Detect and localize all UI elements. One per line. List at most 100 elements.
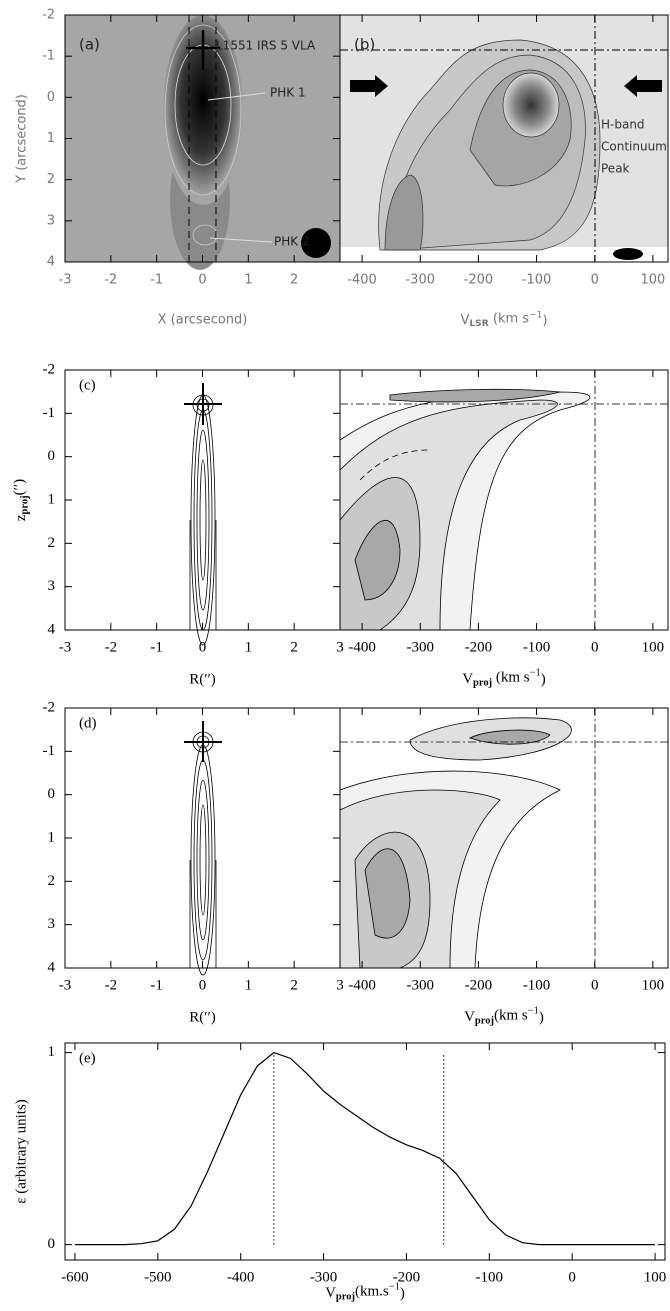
y-tick-label: -2 bbox=[43, 699, 56, 715]
x-tick-label: 2 bbox=[290, 977, 298, 993]
annotation: L1551 IRS 5 VLA bbox=[216, 39, 316, 53]
plot-frame bbox=[339, 369, 669, 631]
y-tick-label: 2 bbox=[48, 873, 56, 889]
y-tick-label: -1 bbox=[43, 743, 56, 759]
x-tick-label: 2 bbox=[290, 273, 298, 288]
axis-label: Vproj(km.s−1) bbox=[325, 1282, 405, 1303]
panel-c-right-image bbox=[340, 370, 668, 630]
y-tick-label: 0 bbox=[48, 1236, 56, 1252]
x-tick-label: 0 bbox=[568, 1269, 576, 1285]
y-tick-label: 1 bbox=[47, 131, 55, 146]
x-tick-label: -300 bbox=[407, 977, 435, 993]
annotation: PHK 1 bbox=[270, 86, 306, 100]
axis-label: Vproj(km s−1) bbox=[464, 1006, 544, 1027]
y-tick-label: 4 bbox=[48, 621, 56, 637]
panel: -400 -300 -200 -100 0 100 Vproj (km s−1) bbox=[339, 369, 669, 689]
panel: -3 -2 -1 0 1 2 3 -2 -1 0 1 2 3 4 R(′′) zproj(′′) (c) bbox=[12, 361, 344, 687]
x-tick-label: 1 bbox=[245, 639, 253, 655]
x-tick-label: -200 bbox=[393, 1269, 421, 1285]
x-tick-label: -400 bbox=[348, 639, 376, 655]
y-tick-label: 4 bbox=[48, 959, 56, 975]
y-tick-label: 1 bbox=[48, 491, 56, 507]
panel: -400 -300 -200 -100 0 100 VLSR (km s−1) (b) H-ba… bbox=[339, 14, 669, 329]
x-tick-label: 2 bbox=[290, 639, 298, 655]
label-part: ) bbox=[541, 672, 546, 688]
annotation: Continuum bbox=[601, 140, 667, 154]
y-tick-label: 3 bbox=[48, 916, 56, 932]
annotation: H-band bbox=[601, 118, 645, 132]
x-tick-label: -2 bbox=[104, 273, 117, 288]
plot-frame bbox=[339, 14, 669, 263]
label-part: z bbox=[13, 514, 29, 521]
label-part: (km s bbox=[489, 311, 530, 326]
x-tick-label: 1 bbox=[244, 273, 252, 288]
y-tick-label: -1 bbox=[43, 405, 56, 421]
x-tick-label: 100 bbox=[640, 273, 665, 288]
x-tick-label: -3 bbox=[59, 273, 72, 288]
y-tick-label: 3 bbox=[48, 578, 56, 594]
panel-d-image bbox=[184, 721, 222, 976]
label-part: (′′) bbox=[12, 479, 28, 496]
panel: -3 -2 -1 0 1 2 3 -2 -1 0 1 2 3 4 R(′′) (d) bbox=[43, 699, 344, 1025]
label-part: V bbox=[462, 671, 473, 687]
annotation: Peak bbox=[601, 162, 630, 176]
panel-b-image bbox=[340, 15, 668, 262]
panel-d-right-image bbox=[340, 708, 668, 968]
label-part: V bbox=[464, 1009, 475, 1025]
x-tick-label: -200 bbox=[465, 977, 493, 993]
label-part: proj bbox=[20, 495, 31, 514]
x-tick-label: -2 bbox=[105, 639, 118, 655]
x-tick-label: -300 bbox=[310, 1269, 338, 1285]
y-tick-label: 1 bbox=[48, 1044, 56, 1060]
x-tick-label: -400 bbox=[348, 977, 376, 993]
plot-frame bbox=[64, 1042, 666, 1261]
annotation: PHK 2 bbox=[274, 235, 310, 249]
x-tick-label: 0 bbox=[199, 977, 207, 993]
label-part: −1 bbox=[528, 1006, 539, 1017]
panel-a-image bbox=[65, 15, 340, 270]
y-tick-label: 2 bbox=[47, 172, 55, 187]
x-tick-label: -300 bbox=[407, 639, 435, 655]
x-tick-label: 3 bbox=[336, 639, 344, 655]
x-tick-label: -100 bbox=[522, 273, 552, 288]
x-tick-label: 0 bbox=[198, 273, 206, 288]
x-tick-label: -600 bbox=[61, 1269, 89, 1285]
panel: -400 -300 -200 -100 0 100 Vproj(km s−1) bbox=[339, 707, 669, 1027]
panel-label: (a) bbox=[79, 36, 100, 54]
y-axis-label: Y (arcsecond) bbox=[15, 94, 30, 184]
x-tick-label: 0 bbox=[199, 639, 207, 655]
panel-label: (c) bbox=[79, 377, 96, 393]
y-tick-label: 0 bbox=[47, 90, 55, 105]
panel-label: (b) bbox=[354, 36, 375, 54]
y-tick-label: 0 bbox=[48, 786, 56, 802]
axis-label: Vproj (km s−1) bbox=[462, 668, 546, 689]
label-part: LSR bbox=[469, 319, 488, 329]
plot-frame bbox=[339, 707, 669, 969]
x-tick-label: 3 bbox=[336, 977, 344, 993]
panel: -3 -2 -1 0 1 2 -2 -1 0 1 2 3 4 X (arcsecond) Y (arcsec… bbox=[15, 8, 341, 328]
panel-label: (d) bbox=[79, 715, 97, 731]
x-tick-label: -3 bbox=[59, 977, 72, 993]
line-series bbox=[74, 1051, 656, 1246]
label-part: proj bbox=[475, 1016, 494, 1027]
label-part: ) bbox=[400, 1286, 405, 1302]
y-tick-label: 3 bbox=[47, 213, 55, 228]
x-tick-label: -400 bbox=[347, 273, 377, 288]
x-tick-label: -3 bbox=[59, 639, 72, 655]
x-tick-label: 1 bbox=[245, 977, 253, 993]
x-tick-label: -1 bbox=[150, 639, 163, 655]
label-part: ) bbox=[542, 313, 547, 328]
y-tick-label: -1 bbox=[42, 49, 55, 64]
x-tick-label: 100 bbox=[642, 977, 665, 993]
axis-label: zproj(′′) bbox=[12, 479, 31, 521]
y-tick-label: 1 bbox=[48, 829, 56, 845]
x-tick-label: 0 bbox=[591, 273, 599, 288]
label-part: (km s bbox=[492, 670, 530, 686]
label-part: proj bbox=[473, 678, 492, 689]
x-tick-label: -500 bbox=[144, 1269, 172, 1285]
x-tick-label: 100 bbox=[642, 639, 665, 655]
label-part: V bbox=[325, 1285, 336, 1301]
label-part: ) bbox=[539, 1010, 544, 1026]
